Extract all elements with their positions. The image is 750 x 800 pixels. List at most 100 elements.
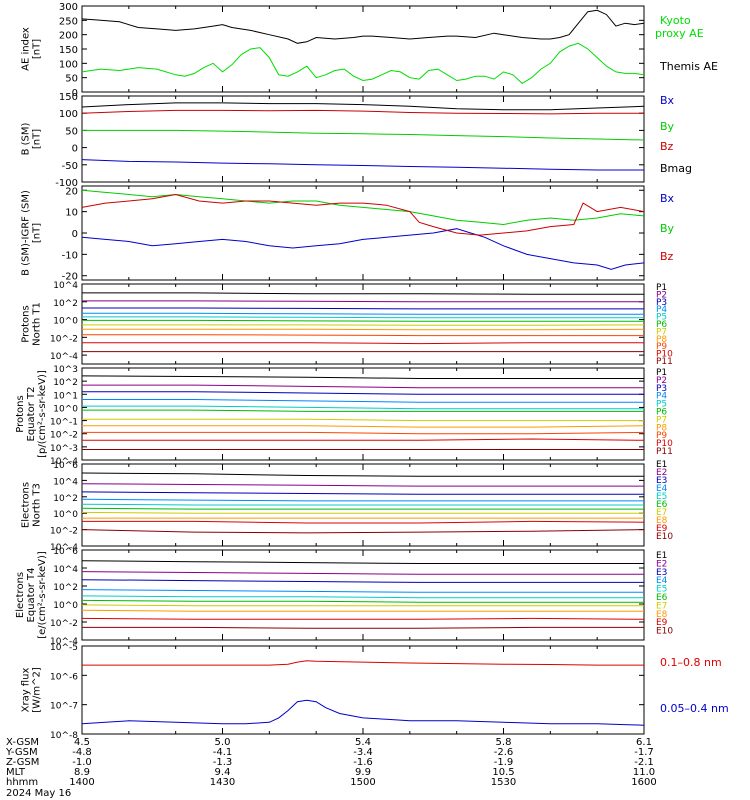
legend-b-1: By	[660, 120, 675, 133]
y-tick-label-db: -10	[62, 250, 78, 261]
series-line-e4-e3	[81, 579, 644, 583]
y-axis-label-e3: Electrons	[21, 482, 32, 528]
series-line-e3-e10	[81, 529, 645, 534]
legend-p1-p7: P7	[656, 327, 667, 337]
series-line-p2-p8	[82, 425, 645, 428]
y-tick-label-p2: 10^-1	[50, 418, 78, 428]
series-line-e4-e4	[81, 589, 644, 593]
y-tick-label-e4: 10^-4	[50, 637, 78, 647]
y-tick-label-p1: 10^4	[53, 281, 78, 291]
series-line-e3-e4	[81, 498, 644, 502]
legend-p1-p5: P5	[656, 313, 667, 323]
legend-themis: Themis AE	[659, 60, 718, 73]
y-axis-label-b: B (SM)	[21, 122, 32, 155]
series-line-p1-p2	[82, 300, 644, 303]
y-axis-label-p2: [p/(cm²-s-sr-keV)]	[37, 370, 48, 458]
legend-e4-e8: E8	[656, 610, 668, 620]
series-line-xray-0-1-0-8-nm	[82, 660, 644, 666]
series-line-db-bx	[81, 228, 645, 270]
ephemeris-row-label: Y-GSM	[5, 747, 38, 758]
legend-p2-p5: P5	[656, 400, 667, 410]
ephemeris-row-label: hhmm	[6, 777, 38, 788]
series-line-p2-p2	[82, 384, 644, 389]
legend-p2-p8: P8	[656, 423, 667, 433]
legend-p2-p2: P2	[656, 376, 667, 386]
legend-p2-p11: P11	[656, 447, 673, 457]
ephemeris-value: 9.9	[355, 767, 371, 778]
y-tick-label-xray: 10^-5	[50, 643, 78, 653]
legend-p1-p3: P3	[656, 298, 667, 308]
ephemeris-value: 1500	[350, 777, 375, 788]
ephemeris-value: -4.8	[72, 747, 92, 758]
legend-e4-e7: E7	[656, 601, 667, 611]
series-line-e4-e2	[81, 571, 644, 575]
series-line-e3-e9	[82, 520, 645, 524]
y-tick-label-p2: 10^0	[53, 404, 78, 414]
y-tick-label-e4: 10^-2	[50, 619, 78, 629]
ephemeris-value: 11.0	[633, 767, 655, 778]
y-tick-label-b: -50	[62, 161, 78, 172]
series-line-p1-p8	[82, 328, 645, 331]
panel-frame-ae	[81, 5, 645, 93]
ephemeris-row-label: 2024 May 16	[6, 788, 71, 799]
ephemeris-value: -1.0	[72, 757, 92, 768]
legend-db-2: Bz	[660, 250, 674, 263]
y-tick-label-ae: 200	[59, 31, 78, 42]
ephemeris-value: -1.3	[213, 757, 233, 768]
series-line-e4-e10	[82, 626, 644, 629]
legend-e4-e3: E3	[656, 568, 667, 578]
series-line-xray-0-05-0-4-nm	[81, 699, 645, 726]
legend-b-3: Bmag	[660, 162, 692, 175]
y-tick-label-e3: 10^6	[53, 461, 78, 471]
series-line-p2-p7	[82, 418, 644, 422]
series-line-b-bz	[81, 109, 644, 115]
series-line-e4-e8	[81, 609, 644, 612]
y-tick-label-p2: 10^-3	[50, 444, 78, 454]
series-line-p2-p9	[82, 431, 645, 435]
legend-p2-p9: P9	[656, 431, 667, 441]
series-line-p2-p6	[82, 409, 644, 412]
legend-p1-p9: P9	[656, 342, 667, 352]
y-tick-label-e4: 10^6	[53, 547, 78, 557]
series-line-e3-e6	[81, 507, 644, 510]
legend-e3-e2: E2	[656, 468, 667, 478]
y-tick-label-p1: 10^-4	[50, 352, 78, 362]
ephemeris-row-label: Z-GSM	[6, 757, 39, 768]
legend-p2-p10: P10	[656, 439, 673, 449]
series-line-p1-p3	[82, 307, 644, 310]
ephemeris-value: 5.8	[496, 737, 512, 748]
legend-e3-e5: E5	[656, 492, 667, 502]
series-line-b-by	[82, 129, 645, 141]
legend-p2-p3: P3	[656, 384, 667, 394]
y-axis-label-p1: North T1	[32, 302, 43, 346]
series-line-e3-e3	[81, 491, 644, 495]
y-axis-label-e4: Electrons	[15, 572, 26, 618]
y-axis-label-db: B (SM)-IGRF (SM)	[21, 190, 32, 276]
ephemeris-value: 4.5	[74, 737, 90, 748]
y-tick-label-e3: 10^4	[53, 477, 78, 487]
y-tick-label-ae: 50	[65, 74, 78, 85]
legend-db-1: By	[660, 222, 675, 235]
legend-e4-e2: E2	[656, 559, 667, 569]
series-line-e4-e7	[81, 604, 644, 607]
ephemeris-value: 1400	[69, 777, 94, 788]
legend-db-0: Bx	[660, 192, 675, 205]
y-tick-label-b: 100	[59, 109, 78, 120]
y-tick-label-e3: 10^2	[53, 494, 78, 504]
series-line-e4-e6	[81, 599, 644, 603]
y-tick-label-ae: 150	[59, 45, 78, 56]
y-tick-label-db: -20	[62, 272, 78, 283]
series-line-e4-e1	[81, 560, 644, 564]
series-line-ae-kyoto-proxy-ae	[81, 42, 645, 85]
legend-e3-e8: E8	[656, 516, 668, 526]
y-tick-label-ae: 100	[59, 59, 78, 70]
series-line-p1-p9	[82, 334, 644, 337]
legend-p2-p1: P1	[656, 368, 667, 378]
legend-e3-e6: E6	[656, 500, 668, 510]
y-tick-label-p2: 10^-4	[50, 457, 78, 467]
series-line-e4-e5	[81, 595, 644, 599]
y-tick-label-b: 150	[59, 92, 78, 103]
legend-e3-e9: E9	[656, 524, 668, 534]
y-tick-label-ae: 0	[72, 88, 78, 99]
